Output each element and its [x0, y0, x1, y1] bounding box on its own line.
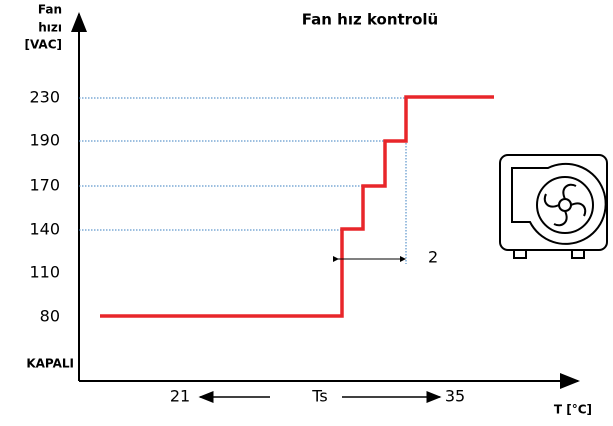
y-level-label: 140 — [29, 220, 60, 239]
y-level-label: 230 — [29, 88, 60, 107]
y-axis-label: [VAC] — [24, 38, 62, 52]
y-level-label: 190 — [29, 131, 60, 150]
fan-icon — [499, 154, 608, 259]
x-setpoint-label: Ts — [311, 387, 327, 406]
x-axis-label: T [°C] — [554, 403, 592, 417]
x-start-label: 21 — [170, 387, 190, 406]
hysteresis-label: 2 — [428, 248, 438, 267]
speed-step-line — [100, 95, 494, 318]
x-end-label: 35 — [445, 387, 465, 406]
guide-lines — [79, 97, 407, 264]
y-level-label: 80 — [40, 307, 60, 326]
y-axis-label: Fan — [38, 3, 62, 17]
y-level-label: 110 — [29, 263, 60, 282]
title: Fan hız kontrolü — [302, 11, 438, 29]
y-off-label: KAPALI — [26, 357, 74, 371]
y-level-label: 170 — [29, 176, 60, 195]
y-axis-label: hızı — [38, 21, 62, 35]
